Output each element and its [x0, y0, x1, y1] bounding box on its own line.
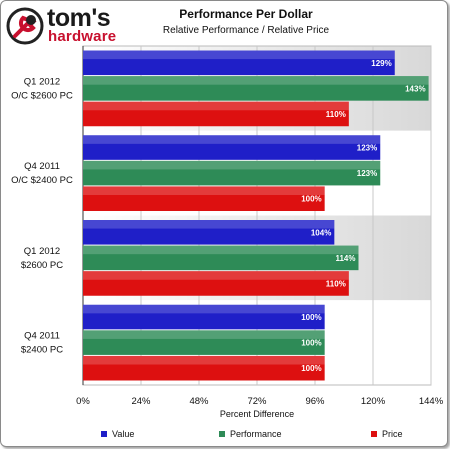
data-label: 110%: [326, 279, 346, 288]
x-tick-label: 72%: [247, 396, 267, 407]
logo-subtext: hardware: [48, 28, 117, 45]
category-label: $2600 PC: [21, 260, 63, 271]
data-label: 123%: [357, 169, 377, 178]
data-label: 100%: [301, 195, 321, 204]
category-label: Q4 2011: [24, 331, 60, 342]
legend-swatch: [371, 431, 377, 437]
bar-highlight: [83, 245, 359, 255]
bar-performance: [83, 245, 359, 271]
bar-price: [83, 355, 325, 381]
legend-label: Performance: [230, 429, 282, 439]
chart-subtitle: Relative Performance / Relative Price: [162, 25, 330, 36]
x-tick-labels: 0% 24% 48% 72% 96% 120% 144%: [76, 396, 444, 407]
bar-highlight: [83, 50, 395, 60]
wrench-logo-icon: [6, 7, 44, 45]
bar-highlight: [83, 76, 429, 85]
legend-item-value: Value: [101, 429, 134, 439]
bar-highlight: [83, 355, 325, 365]
bar-performance: [83, 160, 381, 186]
legend-item-price: Price: [371, 429, 403, 439]
legend-label: Price: [382, 429, 403, 439]
bar-price: [83, 101, 349, 127]
bar-value: [83, 304, 325, 330]
bar-value: [83, 50, 395, 76]
data-label: 110%: [326, 110, 346, 119]
legend-label: Value: [112, 429, 135, 439]
x-tick-label: 96%: [305, 396, 325, 407]
bar-price: [83, 186, 325, 211]
data-label: 143%: [405, 84, 425, 93]
bar-performance: [83, 76, 429, 101]
bar-price: [83, 271, 349, 296]
bar-performance: [83, 330, 325, 355]
data-label: 114%: [335, 254, 355, 263]
category-label: $2400 PC: [21, 345, 63, 356]
category-label: Q4 2011: [24, 161, 60, 172]
x-tick-label: 0%: [76, 396, 90, 407]
x-axis-title: Percent Difference: [220, 409, 294, 419]
bar-value: [83, 135, 381, 160]
category-labels: Q1 2012 O/C $2600 PC Q4 2011 O/C $2400 PC Q1…: [11, 76, 73, 355]
bar-highlight: [83, 135, 381, 144]
x-tick-label: 24%: [131, 396, 151, 407]
x-tick-label: 120%: [361, 396, 386, 407]
bars-group: 129% 143% 110% 123% 123% 100% 104% 114% 110% 100%…: [83, 50, 429, 381]
bar-highlight: [83, 271, 349, 280]
bar-chart: 129% 143% 110% 123% 123% 100% 104% 114% 110% 100%…: [11, 45, 444, 419]
legend-swatch: [101, 431, 107, 437]
bar-highlight: [83, 330, 325, 339]
bar-highlight: [83, 220, 335, 229]
data-label: 123%: [357, 144, 377, 153]
legend-swatch: [219, 431, 225, 437]
category-label: O/C $2400 PC: [11, 175, 73, 186]
data-label: 104%: [311, 228, 331, 237]
data-label: 100%: [301, 313, 321, 322]
x-tick-label: 48%: [189, 396, 209, 407]
bar-highlight: [83, 304, 325, 314]
bar-highlight: [83, 160, 381, 170]
x-tick-label: 144%: [419, 396, 444, 407]
legend: Value Performance Price: [1, 429, 447, 443]
chart-title: Performance Per Dollar: [179, 7, 313, 21]
data-label: 100%: [301, 364, 321, 373]
category-label: Q1 2012: [24, 76, 60, 87]
bar-highlight: [83, 101, 349, 111]
data-label: 100%: [301, 339, 321, 348]
logo-wordmark: tom's: [47, 4, 111, 32]
toms-hardware-logo: tom's hardware: [5, 4, 117, 48]
bar-highlight: [83, 186, 325, 196]
category-label: O/C $2600 PC: [11, 90, 73, 101]
legend-item-performance: Performance: [219, 429, 282, 439]
bar-value: [83, 220, 335, 245]
data-label: 129%: [371, 59, 391, 68]
category-label: Q1 2012: [24, 246, 60, 257]
